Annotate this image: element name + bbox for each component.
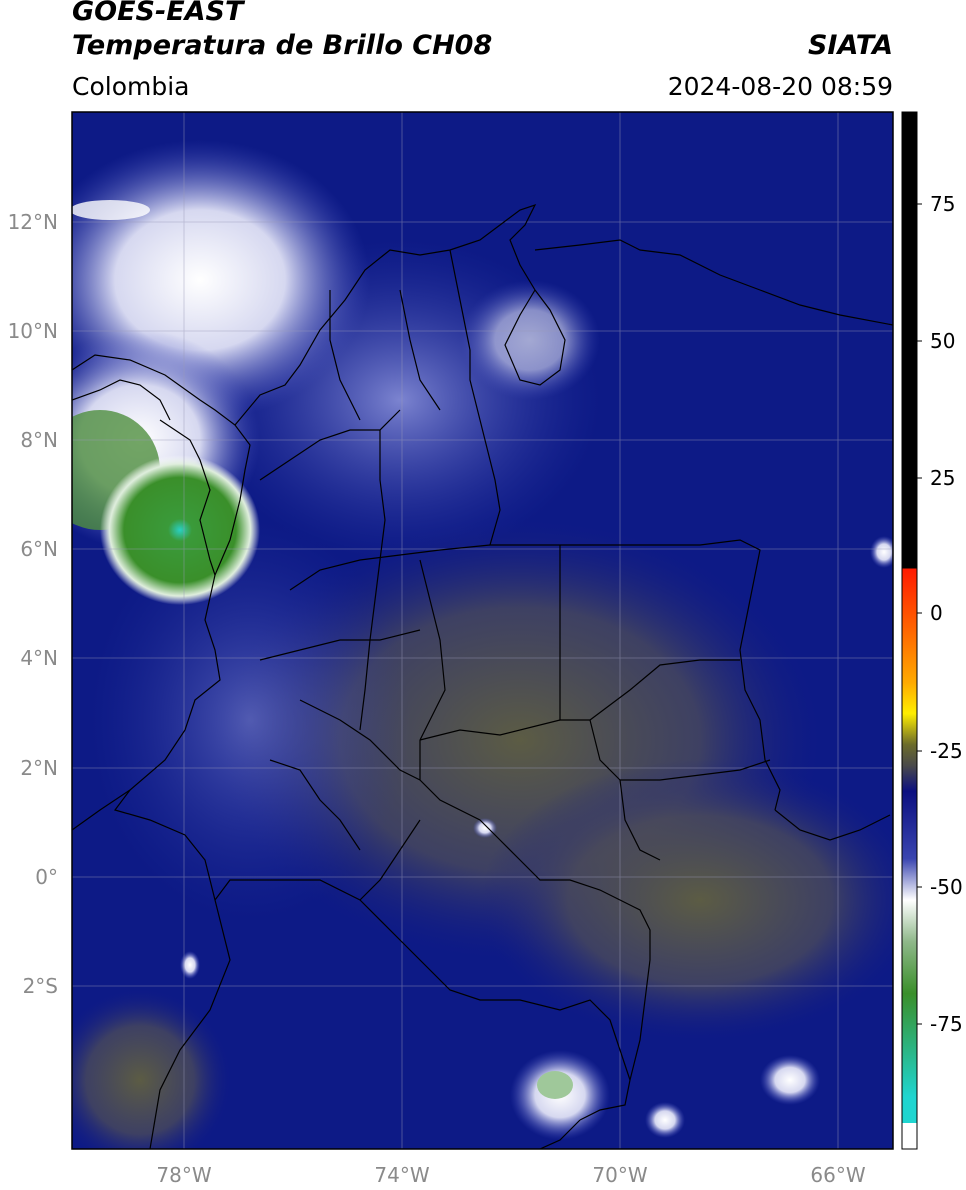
internal-border-10	[269, 759, 361, 851]
internal-border-8	[259, 629, 421, 661]
internal-border-5	[359, 819, 421, 901]
lat-label-10n: 10°N	[8, 319, 58, 343]
lat-label-4n: 4°N	[20, 646, 58, 670]
lon-label-78w: 78°W	[156, 1163, 211, 1187]
venezuela-coast	[534, 239, 893, 326]
colorbar-label-0: 0	[930, 601, 943, 625]
colorbar-label-minus50: -50	[930, 875, 963, 899]
panama-coast	[72, 379, 171, 421]
colorbar-label-minus25: -25	[930, 739, 963, 763]
ecuador-coast	[72, 789, 131, 831]
cloud-maracaibo	[460, 280, 600, 400]
lon-label-74w: 74°W	[374, 1163, 429, 1187]
colorbar-label-50: 50	[930, 329, 955, 353]
lake-maracaibo	[504, 289, 566, 386]
colorbar-label-25: 25	[930, 466, 955, 490]
colorbar: 75 50 25 0 -25 -50 -75	[901, 111, 963, 1150]
datetime-label: 2024-08-20 08:59	[667, 72, 893, 101]
internal-border-4	[619, 779, 661, 861]
longitude-labels: 78°W 74°W 70°W 66°W	[156, 1163, 865, 1187]
region-label: Colombia	[72, 72, 190, 101]
lat-label-0: 0°	[35, 865, 58, 889]
lat-label-2s: 2°S	[23, 974, 58, 998]
convective-core-choco	[100, 455, 260, 605]
colorbar-label-75: 75	[930, 192, 955, 216]
internal-border-14	[399, 289, 441, 411]
colombia-venezuela-border	[449, 249, 781, 811]
cloud-small-2	[473, 818, 497, 838]
lat-label-8n: 8°N	[20, 428, 58, 452]
lat-label-2n: 2°N	[20, 756, 58, 780]
colorbar-ticks	[917, 203, 922, 1025]
venezuela-brazil-border	[774, 809, 891, 841]
warm-region-southwest	[72, 990, 230, 1149]
internal-border-3	[620, 759, 771, 781]
satellite-title: GOES-EAST	[72, 0, 244, 27]
cloud-small-1	[645, 1102, 685, 1138]
panama-border	[159, 419, 216, 576]
lon-label-70w: 70°W	[592, 1163, 647, 1187]
internal-border-2	[419, 719, 561, 741]
warm-region-east	[480, 760, 893, 1040]
graticule	[72, 112, 893, 1149]
caribbean-coast	[234, 203, 537, 426]
internal-border-13	[329, 290, 361, 421]
internal-border-11	[359, 430, 386, 731]
border-south	[539, 1119, 581, 1149]
internal-border-15	[589, 719, 621, 781]
lon-label-66w: 66°W	[810, 1163, 865, 1187]
lat-label-6n: 6°N	[20, 537, 58, 561]
lat-label-12n: 12°N	[8, 210, 58, 234]
cloud-small-4	[870, 536, 893, 568]
cloud-core-amazon	[537, 1071, 573, 1099]
internal-border-9	[299, 699, 421, 781]
colorbar-label-minus75: -75	[930, 1012, 963, 1036]
latitude-labels: 12°N 10°N 8°N 6°N 4°N 2°N 0° 2°S	[8, 210, 58, 998]
colombia-brazil-border	[419, 740, 651, 1121]
internal-border-6	[259, 409, 401, 481]
product-title: Temperatura de Brillo CH08	[72, 30, 493, 61]
pacific-coast	[72, 354, 251, 1149]
internal-border-12	[419, 559, 446, 741]
colorbar-gradient	[901, 111, 918, 1150]
agency-label: SIATA	[807, 30, 893, 61]
internal-border-1	[559, 545, 740, 721]
boundaries	[72, 203, 893, 1149]
satellite-imagery	[72, 112, 893, 1149]
cloud-band-west	[90, 520, 410, 920]
cloud-small-3	[180, 951, 200, 979]
cloud-small-5	[72, 200, 150, 220]
cloud-amazon-east	[760, 1055, 820, 1105]
map-frame	[71, 111, 894, 1150]
colombia-peru-ecuador-border	[214, 879, 631, 1081]
